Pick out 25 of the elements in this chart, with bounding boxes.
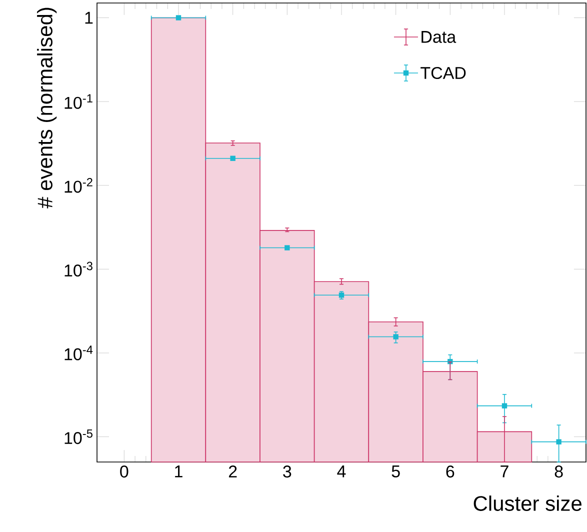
point [393, 334, 398, 340]
y-tick-label: 10$^{-5}$ [64, 429, 92, 444]
x-axis-title: Cluster size [474, 496, 582, 511]
y-tick-label: 10$^{-4}$ [64, 346, 93, 360]
x-tick-label: 8 [554, 466, 563, 478]
x-tick-label: 4 [337, 466, 346, 478]
legend-label: TCAD [420, 66, 466, 80]
y-tick-label: 10$^{-1}$ [64, 94, 92, 109]
y-tick-label: 1 [85, 12, 93, 24]
x-tick-label: 1 [175, 466, 182, 478]
x-tick-label: 2 [228, 466, 237, 478]
point [502, 403, 508, 408]
point [284, 245, 290, 250]
y-axis-title: # events (normalised) [37, 8, 57, 208]
point [230, 156, 236, 161]
point [556, 439, 562, 444]
x-tick-label: 7 [500, 466, 508, 478]
x-tick-label: 6 [446, 466, 454, 478]
y-tick-label: 10$^{-3}$ [64, 262, 92, 277]
x-tick-label: 0 [120, 466, 128, 478]
point [176, 15, 182, 20]
x-tick-label: 5 [392, 466, 400, 478]
y-tick-label: 10$^{-2}$ [64, 178, 92, 193]
legend-label: Data [422, 31, 456, 43]
x-tick-label: 3 [283, 466, 292, 478]
